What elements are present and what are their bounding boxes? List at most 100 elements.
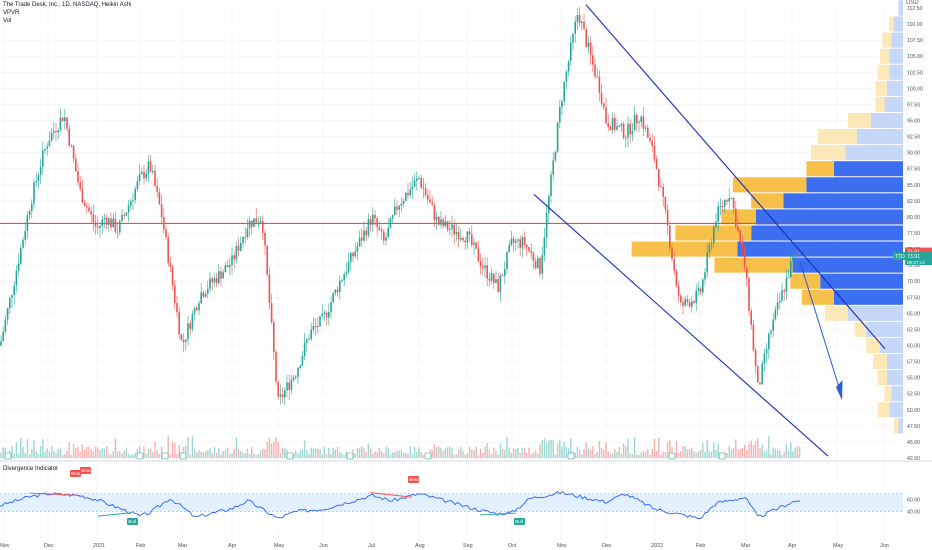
candle-body bbox=[521, 236, 524, 248]
candle-body bbox=[440, 219, 442, 225]
candle-body bbox=[292, 377, 295, 380]
vp-bar-down bbox=[631, 241, 738, 257]
candle-body bbox=[171, 266, 174, 286]
divergence-badge bbox=[80, 467, 91, 474]
candle-body bbox=[284, 390, 286, 398]
candle-body bbox=[400, 203, 403, 206]
volume-bar bbox=[2, 447, 4, 458]
candle-body bbox=[730, 197, 733, 199]
candle-body bbox=[473, 242, 475, 245]
volume-bar bbox=[534, 450, 537, 458]
volume-bar bbox=[411, 453, 414, 458]
volume-bar bbox=[325, 453, 328, 458]
volume-bar bbox=[407, 453, 409, 458]
volume-bar bbox=[61, 454, 64, 458]
candle-body bbox=[268, 274, 271, 304]
volume-bar bbox=[174, 443, 176, 458]
vp-bar-down bbox=[801, 289, 834, 305]
volume-bar bbox=[726, 452, 728, 458]
volume-bar bbox=[515, 449, 517, 458]
rsi-indicator-title[interactable]: Divergence Indicator bbox=[3, 466, 59, 472]
candle-body bbox=[717, 206, 719, 222]
volume-bar bbox=[600, 448, 603, 458]
volume-bar bbox=[244, 452, 246, 458]
vp-bar-down bbox=[880, 48, 890, 64]
candle-body bbox=[704, 272, 706, 280]
volume-bar bbox=[398, 450, 400, 458]
volume-bar bbox=[240, 450, 242, 458]
candle-body bbox=[574, 21, 576, 34]
volume-bar bbox=[108, 453, 110, 458]
price-tick-label: 70.00 bbox=[907, 279, 920, 285]
time-tick-label: Mar bbox=[741, 543, 750, 549]
candle-body bbox=[270, 303, 273, 323]
vp-bar-up bbox=[898, 418, 903, 434]
volume-bar bbox=[182, 447, 185, 458]
vp-bar-up bbox=[834, 161, 903, 177]
candle-body bbox=[191, 313, 194, 329]
candle-body bbox=[435, 216, 438, 220]
volume-bar bbox=[446, 447, 449, 458]
volume-bar bbox=[798, 446, 801, 458]
volume-bar bbox=[506, 436, 508, 458]
volume-bar bbox=[495, 450, 497, 458]
volume-bar bbox=[92, 451, 95, 458]
candle-body bbox=[321, 313, 323, 316]
candle-body bbox=[374, 214, 376, 219]
volume-bar bbox=[794, 448, 796, 458]
volume-bar bbox=[702, 442, 704, 458]
vp-bar-down bbox=[806, 161, 834, 177]
vp-bar-down bbox=[854, 321, 867, 337]
volume-bar bbox=[57, 448, 59, 458]
candle-body bbox=[26, 215, 29, 231]
volume-bar bbox=[444, 448, 447, 458]
candle-body bbox=[614, 117, 616, 130]
volume-bar bbox=[253, 453, 255, 458]
candle-body bbox=[156, 186, 158, 192]
earnings-marker bbox=[346, 452, 354, 460]
vp-bar-up bbox=[880, 337, 903, 354]
volume-bar bbox=[488, 450, 491, 458]
volume-bar bbox=[682, 446, 684, 458]
volume-bar bbox=[405, 453, 407, 458]
time-tick-label: Jun bbox=[880, 543, 889, 549]
earnings-marker bbox=[668, 452, 676, 460]
volume-bar bbox=[688, 448, 691, 458]
candle-body bbox=[255, 218, 257, 223]
volume-bar bbox=[607, 451, 609, 458]
candle-body bbox=[446, 221, 449, 230]
candle-body bbox=[240, 242, 242, 251]
volume-bar bbox=[264, 449, 266, 458]
candle-body bbox=[715, 221, 717, 228]
volume-bar bbox=[215, 452, 218, 458]
candle-body bbox=[301, 356, 304, 366]
candle-body bbox=[237, 246, 240, 251]
volume-bar bbox=[46, 448, 48, 458]
candle-body bbox=[768, 333, 770, 350]
volume-bar bbox=[145, 453, 147, 458]
volume-bar bbox=[521, 448, 524, 458]
candle-body bbox=[88, 207, 90, 212]
volume-bar bbox=[222, 450, 224, 458]
vpvr-indicator-label[interactable]: VPVR bbox=[3, 10, 20, 16]
candle-body bbox=[20, 247, 22, 264]
candle-body bbox=[187, 323, 189, 340]
volume-indicator-label[interactable]: Vol bbox=[3, 18, 12, 24]
earnings-marker bbox=[286, 452, 294, 460]
volume-bar bbox=[642, 450, 645, 458]
candle-body bbox=[501, 275, 504, 277]
candle-body bbox=[149, 161, 152, 172]
candle-body bbox=[28, 211, 31, 216]
projection-arrow-head bbox=[836, 380, 843, 401]
volume-bar bbox=[735, 439, 737, 458]
volume-bar bbox=[376, 452, 378, 458]
volume-bar bbox=[255, 454, 257, 458]
candle-body bbox=[455, 232, 458, 235]
volume-bar bbox=[233, 448, 235, 458]
vp-bar-down bbox=[721, 209, 756, 225]
vp-bar-up bbox=[751, 225, 903, 241]
candle-body bbox=[420, 178, 422, 188]
volume-bar bbox=[449, 446, 451, 458]
volume-bar bbox=[389, 454, 392, 458]
